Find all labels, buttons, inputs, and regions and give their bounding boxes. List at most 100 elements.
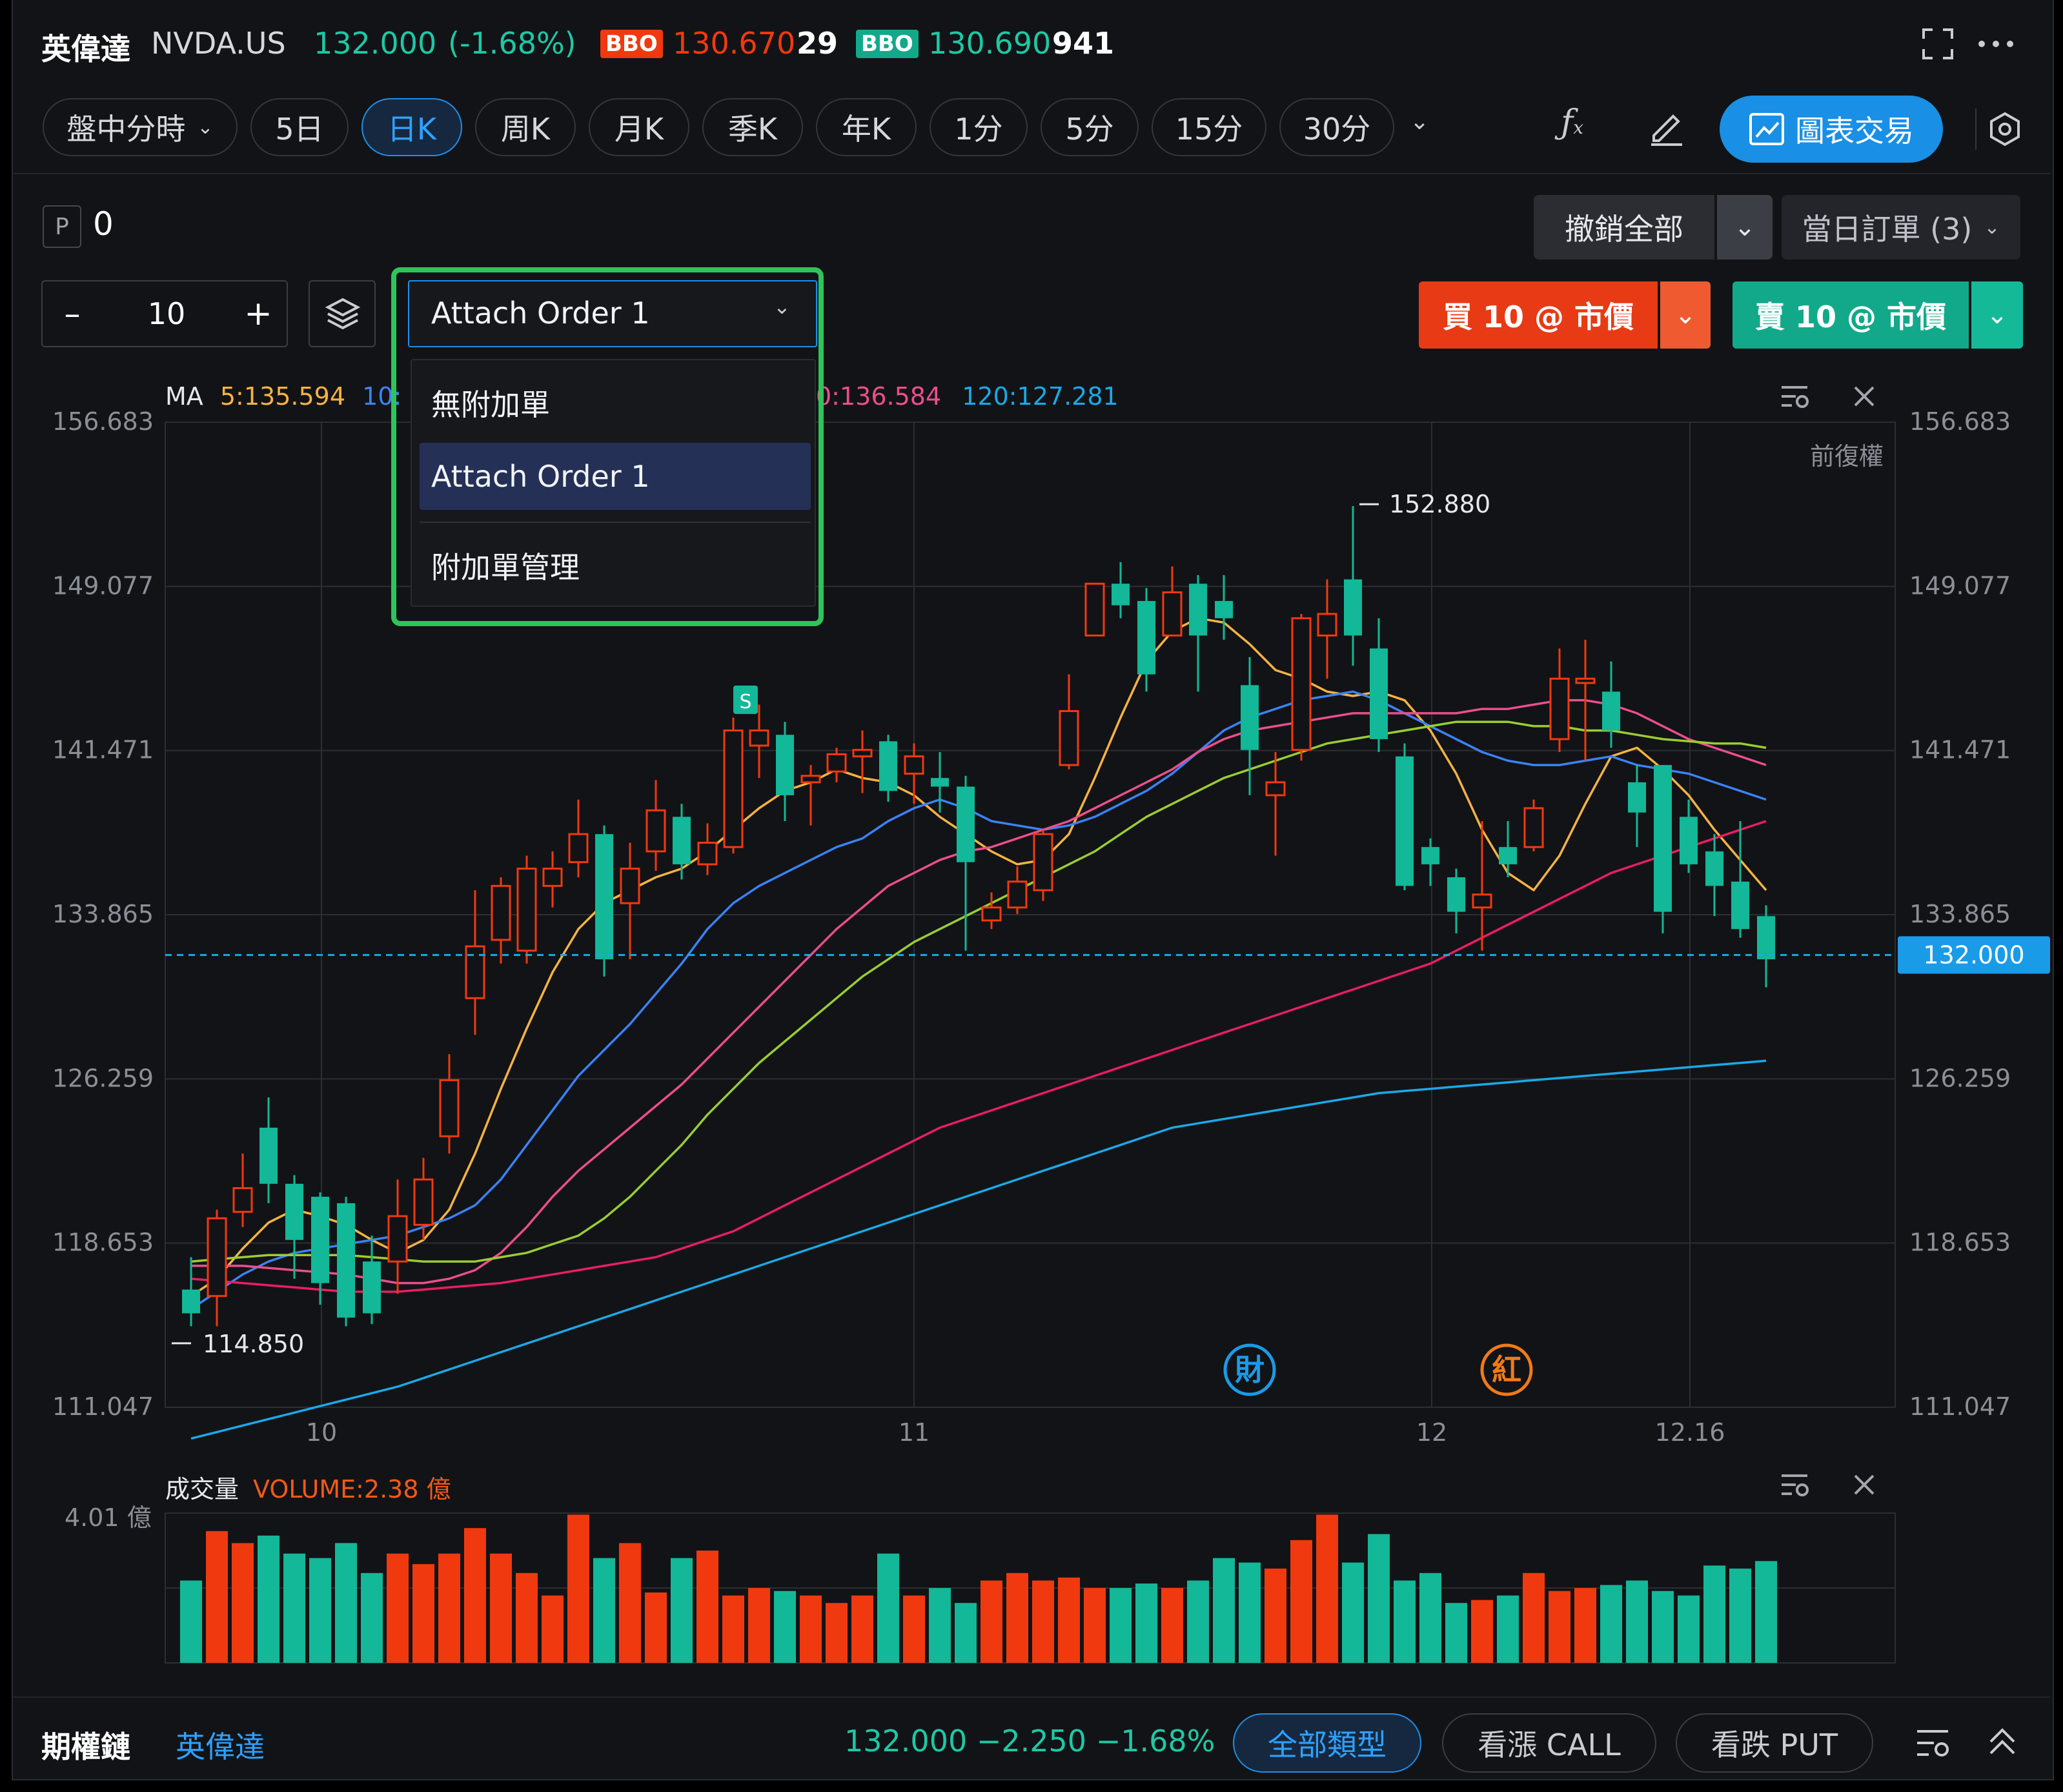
candle-body <box>1472 893 1492 909</box>
close-indicator-icon[interactable] <box>1851 383 1877 409</box>
candle-body <box>1731 881 1749 930</box>
position-quantity: 0 <box>93 205 114 243</box>
candle-body <box>749 729 769 747</box>
signal-marker[interactable]: S <box>733 686 758 714</box>
volume-bar <box>1342 1562 1364 1663</box>
ma20-value: 0:136.584 <box>816 382 942 411</box>
pencil-icon[interactable] <box>1647 107 1686 148</box>
attach-order-selected: Attach Order 1 <box>431 296 650 331</box>
volume-bar <box>851 1595 873 1663</box>
volume-bar <box>1652 1591 1674 1663</box>
volume-bar <box>567 1514 589 1663</box>
period-tab-5d[interactable]: 5日 <box>250 98 349 156</box>
volume-bar <box>748 1588 770 1663</box>
price-chart[interactable]: 156.683 149.077 141.471 133.865 126.259 118.6… <box>0 368 2063 1465</box>
more-icon[interactable] <box>1977 39 2015 49</box>
y-tick-left: 111.047 <box>52 1392 154 1421</box>
y-tick-left: 133.865 <box>52 900 154 928</box>
period-tab-5m[interactable]: 5分 <box>1041 98 1139 156</box>
quantity-decrease-button[interactable]: – <box>64 295 81 332</box>
candle-body <box>516 868 537 952</box>
bbo-bid-badge: BBO <box>600 30 663 58</box>
period-tab-monthly[interactable]: 月K <box>589 98 689 156</box>
candle-body <box>1549 677 1570 740</box>
candle-body <box>1291 617 1312 751</box>
volume-bar <box>1549 1591 1570 1663</box>
period-tab-yearly[interactable]: 年K <box>816 98 917 156</box>
attach-order-select[interactable]: Attach Order 1 ⌄ <box>408 280 817 347</box>
volume-bar <box>309 1558 331 1663</box>
period-tab-intraday[interactable]: 盤中分時 ⌄ <box>43 98 238 156</box>
candle-body <box>1654 765 1672 912</box>
period-tab-1m[interactable]: 1分 <box>930 98 1028 156</box>
candle-body <box>595 834 613 960</box>
volume-bar <box>1394 1580 1416 1663</box>
x-tick: 11 <box>899 1418 930 1447</box>
candle-body <box>1680 817 1698 864</box>
period-tab-weekly[interactable]: 周K <box>475 98 576 156</box>
underlying-name[interactable]: 英偉達 <box>176 1729 265 1764</box>
earnings-event-marker[interactable]: 財 <box>1223 1343 1276 1396</box>
option-type-all-tab[interactable]: 全部類型 <box>1233 1713 1421 1773</box>
period-tab-quarterly[interactable]: 季K <box>702 98 803 156</box>
volume-bar <box>1419 1573 1441 1663</box>
volume-bar <box>412 1563 434 1663</box>
volume-bar <box>645 1592 667 1663</box>
today-orders-button[interactable]: 當日訂單 (3) ⌄ <box>1782 195 2020 260</box>
option-type-call-tab[interactable]: 看漲 CALL <box>1442 1713 1656 1773</box>
ma5-value: 5:135.594 <box>219 382 345 411</box>
attach-option-none[interactable]: 無附加單 <box>431 387 550 422</box>
quantity-increase-button[interactable]: + <box>244 294 272 333</box>
ma-legend: MA 5:135.594 10: <box>165 382 401 411</box>
candle-body <box>1421 847 1439 864</box>
ma-legend-rest: 0:136.584 120:127.281 <box>816 382 1119 411</box>
volume-bar <box>955 1603 977 1663</box>
candle-body <box>1007 881 1028 909</box>
more-periods-chevron-icon[interactable]: ⌄ <box>1410 108 1430 135</box>
candle-body <box>1344 579 1362 636</box>
footer-separator <box>13 1696 2050 1698</box>
cancel-options-chevron-icon[interactable]: ⌄ <box>1717 195 1773 260</box>
candle-body <box>1396 756 1414 886</box>
buy-market-button[interactable]: 買 10 @ 市價 <box>1419 281 1658 349</box>
volume-bar <box>206 1531 228 1663</box>
function-icon[interactable]: ƒx <box>1561 103 1584 142</box>
candle-body <box>1628 782 1646 813</box>
candle-body <box>904 755 924 775</box>
candle-body <box>1447 877 1465 912</box>
fullscreen-icon[interactable] <box>1921 27 1955 61</box>
sell-market-button[interactable]: 賣 10 @ 市價 <box>1733 281 1969 349</box>
order-type-button[interactable] <box>309 280 376 347</box>
expand-up-icon[interactable] <box>1987 1724 2018 1760</box>
price-adjust-label[interactable]: 前復權 <box>1810 442 1884 471</box>
cancel-all-button[interactable]: 撤銷全部 <box>1534 195 1714 260</box>
attach-option-manage[interactable]: 附加單管理 <box>431 550 580 585</box>
volume-bar <box>490 1553 512 1663</box>
period-tab-daily[interactable]: 日K <box>361 98 462 156</box>
close-volume-icon[interactable] <box>1851 1472 1877 1498</box>
buy-options-chevron-icon[interactable]: ⌄ <box>1660 281 1711 349</box>
candle-body <box>776 735 794 795</box>
candle-body <box>1137 600 1155 675</box>
chart-trade-button[interactable]: 圖表交易 <box>1720 96 1943 163</box>
option-settings-icon[interactable] <box>1915 1727 1951 1758</box>
y-tick-right: 111.047 <box>1909 1392 2011 1421</box>
quantity-input[interactable]: 10 <box>147 296 186 331</box>
volume-settings-icon[interactable] <box>1779 1472 1810 1498</box>
settings-hex-icon[interactable] <box>1987 111 2023 147</box>
y-tick-left: 149.077 <box>52 571 154 600</box>
volume-bars <box>180 1514 1777 1663</box>
period-tab-30m[interactable]: 30分 <box>1279 98 1394 156</box>
sell-options-chevron-icon[interactable]: ⌄ <box>1971 281 2023 349</box>
x-tick: 10 <box>306 1418 337 1447</box>
y-tick-right: 126.259 <box>1909 1064 2011 1092</box>
option-type-put-tab[interactable]: 看跌 PUT <box>1676 1713 1873 1773</box>
indicator-settings-icon[interactable] <box>1779 383 1810 409</box>
candle-body <box>207 1217 227 1298</box>
volume-value: VOLUME:2.38 億 <box>253 1475 451 1503</box>
dividend-event-marker[interactable]: 紅 <box>1480 1343 1533 1396</box>
period-tab-15m[interactable]: 15分 <box>1152 98 1266 156</box>
attach-option-order-1[interactable]: Attach Order 1 <box>420 443 811 510</box>
candle-body <box>1523 807 1544 848</box>
